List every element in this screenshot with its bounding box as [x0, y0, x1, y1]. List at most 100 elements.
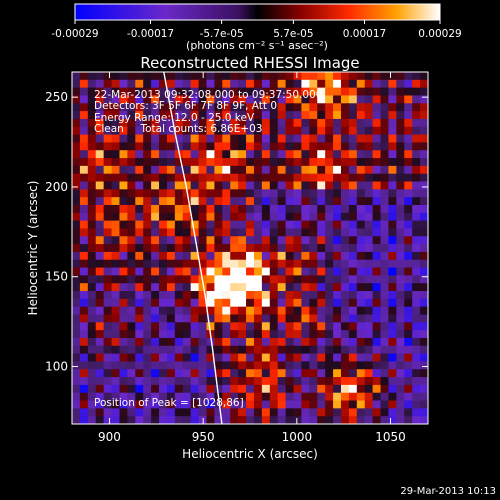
heatmap-cell: [396, 142, 405, 151]
heatmap-cell: [238, 267, 247, 276]
heatmap-cell: [127, 72, 136, 81]
heatmap-cell: [230, 330, 239, 339]
heatmap-cell: [111, 158, 121, 167]
heatmap-cell: [230, 236, 239, 245]
heatmap-cell: [325, 251, 334, 261]
heatmap-cell: [317, 111, 326, 120]
heatmap-cell: [388, 197, 397, 206]
heatmap-cell: [364, 330, 374, 339]
heatmap-cell: [143, 87, 152, 97]
heatmap-cell: [214, 353, 223, 363]
heatmap-cell: [380, 103, 390, 112]
heatmap-cell: [79, 150, 89, 159]
annotation-detectors: Detectors: 3F 5F 6F 7F 8F 9F, Att 0: [94, 100, 277, 112]
heatmap-cell: [301, 306, 310, 316]
heatmap-cell: [277, 212, 287, 222]
heatmap-cell: [293, 322, 303, 331]
heatmap-cell: [372, 189, 382, 198]
heatmap-cell: [301, 236, 310, 245]
heatmap-cell: [206, 189, 215, 198]
heatmap-cell: [277, 361, 287, 370]
heatmap-cell: [143, 118, 152, 128]
heatmap-cell: [364, 251, 374, 261]
heatmap-cell: [151, 283, 160, 292]
heatmap-cell: [301, 337, 310, 347]
heatmap-cell: [230, 369, 239, 378]
heatmap-cell: [182, 150, 192, 159]
heatmap-cell: [404, 291, 413, 300]
heatmap-cell: [79, 330, 89, 339]
heatmap-cell: [230, 150, 239, 159]
heatmap-cell: [111, 384, 121, 394]
heatmap-cell: [166, 400, 176, 409]
heatmap-cell: [230, 377, 239, 386]
heatmap-cell: [269, 314, 279, 323]
heatmap-cell: [277, 118, 287, 128]
heatmap-cell: [246, 103, 255, 112]
heatmap-cell: [420, 118, 428, 128]
heatmap-cell: [340, 298, 350, 308]
heatmap-cell: [87, 150, 97, 159]
heatmap-cell: [119, 118, 128, 128]
heatmap-cell: [135, 283, 144, 292]
heatmap-cell: [388, 306, 397, 316]
heatmap-cell: [356, 126, 366, 136]
heatmap-cell: [380, 236, 390, 245]
heatmap-cell: [293, 212, 303, 222]
heatmap-cell: [372, 298, 382, 308]
heatmap-cell: [198, 337, 208, 347]
heatmap-cell: [340, 118, 350, 128]
heatmap-cell: [206, 298, 215, 308]
heatmap-cell: [261, 72, 271, 81]
heatmap-cell: [269, 377, 279, 386]
heatmap-cell: [388, 283, 397, 292]
heatmap-cell: [119, 236, 128, 245]
heatmap-cell: [230, 408, 239, 417]
heatmap-cell: [333, 345, 342, 355]
heatmap-cell: [340, 228, 350, 237]
heatmap-cell: [348, 72, 358, 81]
heatmap-cell: [159, 377, 168, 386]
heatmap-cell: [333, 228, 342, 237]
heatmap-cell: [356, 103, 366, 112]
heatmap-cell: [166, 353, 176, 363]
heatmap-cell: [404, 118, 413, 128]
heatmap-cell: [222, 283, 231, 292]
heatmap-cell: [111, 400, 121, 409]
heatmap-cell: [348, 189, 358, 198]
heatmap-cell: [269, 416, 279, 424]
heatmap-cell: [103, 181, 113, 190]
heatmap-cell: [127, 87, 136, 97]
heatmap-cell: [206, 236, 215, 245]
heatmap-cell: [87, 173, 97, 183]
heatmap-cell: [364, 142, 374, 151]
heatmap-cell: [174, 392, 184, 402]
heatmap-cell: [269, 126, 279, 136]
heatmap-cell: [372, 220, 382, 230]
heatmap-cell: [412, 361, 421, 370]
heatmap-cell: [222, 337, 231, 347]
heatmap-cell: [420, 408, 428, 417]
heatmap-cell: [95, 392, 105, 402]
heatmap-cell: [230, 244, 239, 253]
heatmap-cell: [404, 369, 413, 378]
heatmap-cell: [135, 150, 144, 159]
heatmap-cell: [103, 244, 113, 253]
heatmap-cell: [222, 95, 231, 104]
heatmap-cell: [72, 197, 81, 206]
heatmap-cell: [119, 400, 128, 409]
heatmap-cell: [340, 103, 350, 112]
heatmap-cell: [246, 291, 255, 300]
x-axis-label: Heliocentric X (arcsec): [182, 447, 318, 461]
heatmap-cell: [269, 392, 279, 402]
heatmap-cell: [222, 103, 231, 112]
heatmap-cell: [380, 95, 390, 104]
heatmap-cell: [388, 181, 397, 190]
heatmap-cell: [333, 298, 342, 308]
heatmap-cell: [111, 87, 121, 97]
heatmap-cell: [238, 212, 247, 222]
heatmap-cell: [174, 134, 184, 143]
heatmap-cell: [412, 267, 421, 276]
heatmap-cell: [404, 259, 413, 269]
heatmap-cell: [222, 298, 231, 308]
